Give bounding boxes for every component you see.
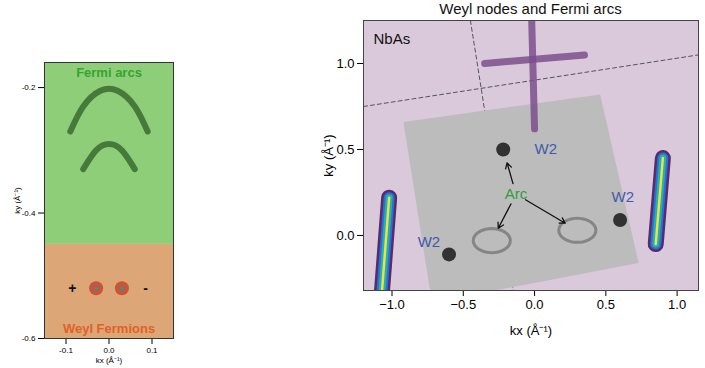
svg-text:Weyl Fermions: Weyl Fermions	[63, 321, 155, 336]
svg-text:-0.2: -0.2	[22, 83, 36, 92]
svg-text:−0.5: −0.5	[450, 297, 476, 312]
svg-text:+: +	[68, 280, 76, 296]
svg-text:0.0: 0.0	[526, 297, 544, 312]
svg-text:1.0: 1.0	[668, 297, 686, 312]
svg-text:−1.0: −1.0	[379, 297, 405, 312]
svg-text:0.1: 0.1	[146, 346, 158, 355]
svg-text:W2: W2	[535, 140, 558, 157]
svg-text:W2: W2	[418, 233, 441, 250]
svg-text:ky (Å⁻¹): ky (Å⁻¹)	[13, 187, 22, 214]
svg-text:Arc: Arc	[505, 185, 528, 202]
svg-text:kx (Å⁻¹): kx (Å⁻¹)	[96, 356, 123, 365]
svg-text:Fermi arcs: Fermi arcs	[76, 65, 142, 80]
svg-text:0.5: 0.5	[597, 297, 615, 312]
svg-text:1.0: 1.0	[336, 56, 354, 71]
svg-text:ky (Å⁻¹): ky (Å⁻¹)	[321, 134, 336, 176]
svg-text:NbAs: NbAs	[373, 30, 410, 47]
svg-text:0.0: 0.0	[336, 228, 354, 243]
svg-text:-0.6: -0.6	[22, 334, 36, 343]
svg-text:0.0: 0.0	[103, 346, 115, 355]
svg-text:kx (Å⁻¹): kx (Å⁻¹)	[510, 323, 552, 338]
svg-text:-0.4: -0.4	[22, 209, 36, 218]
svg-text:-: -	[143, 280, 148, 296]
svg-text:W2: W2	[612, 188, 635, 205]
svg-text:-0.1: -0.1	[59, 346, 73, 355]
svg-text:0.5: 0.5	[336, 142, 354, 157]
html-text:Weyl nodes and Fermi arcs: Weyl nodes and Fermi arcs	[439, 0, 622, 17]
